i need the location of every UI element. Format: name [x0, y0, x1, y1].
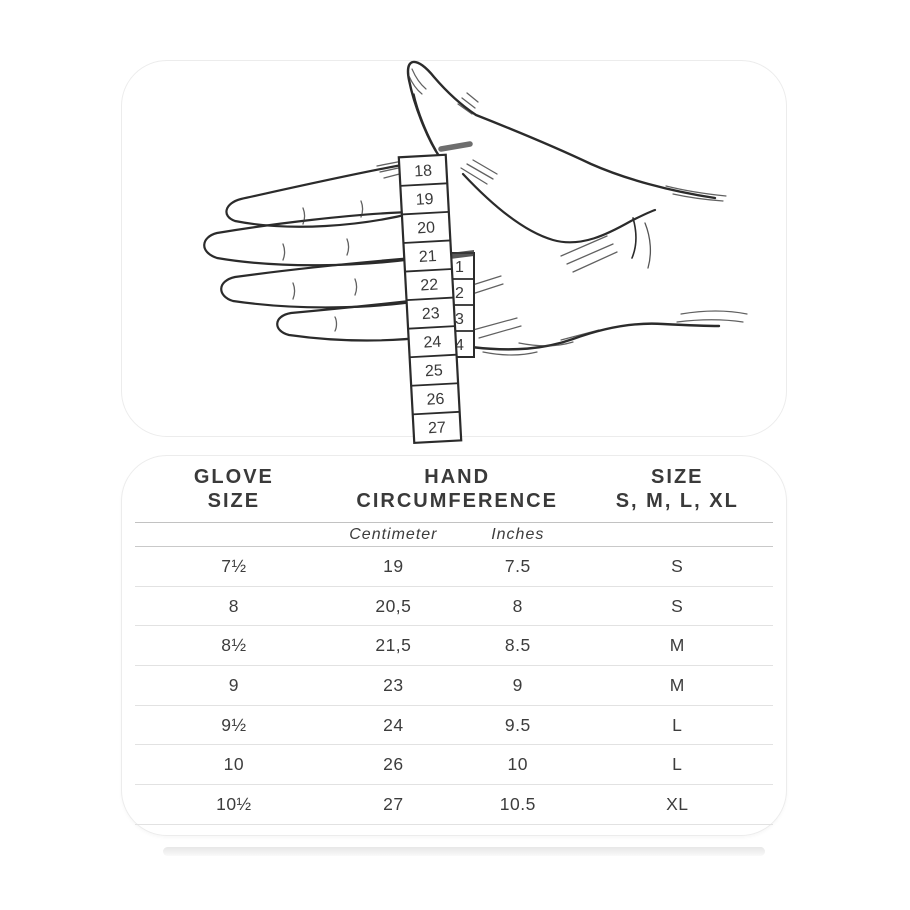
table-row: 7½ 19 7.5 S — [135, 547, 773, 587]
header-glove-line1: GLOVE — [193, 465, 274, 488]
palm-hatch-upper — [560, 235, 618, 273]
cell-inches: 9 — [512, 674, 523, 695]
cell-centimeter: 23 — [383, 674, 404, 695]
cell-inches: 7.5 — [504, 555, 531, 576]
side-tape-number: 4 — [455, 337, 464, 354]
measuring-tape: 18 19 20 21 22 23 24 25 26 27 — [397, 153, 463, 445]
size-chart-table: GLOVE SIZE HAND CIRCUMFERENCE SIZE S, M,… — [135, 456, 773, 825]
header-hand-circumference: HAND CIRCUMFERENCE — [333, 466, 582, 513]
table-row: 9½ 24 9.5 L — [135, 706, 773, 746]
side-tape-smudge — [450, 250, 474, 259]
next-card-edge — [163, 847, 765, 856]
cell-centimeter: 19 — [383, 555, 404, 576]
header-hand-line1: HAND — [424, 465, 491, 488]
tape-number: 21 — [418, 248, 437, 266]
side-tape-number: 3 — [455, 311, 464, 328]
tape-cell-lines — [399, 182, 461, 416]
wrist-crease — [631, 217, 637, 259]
cell-centimeter: 24 — [383, 714, 404, 735]
finger-pinky-outline — [276, 298, 429, 342]
header-size: SIZE S, M, L, XL — [582, 466, 773, 513]
tape-number: 20 — [417, 219, 436, 237]
cell-size: L — [672, 754, 683, 775]
header-size-line2: S, M, L, XL — [615, 489, 739, 512]
cell-size: XL — [666, 793, 689, 814]
cell-centimeter: 20,5 — [375, 595, 412, 616]
cell-glove-size: 7½ — [221, 555, 247, 576]
cell-glove-size: 8 — [228, 595, 239, 616]
thumb-crease-hatch — [457, 92, 479, 115]
tape-number: 26 — [426, 391, 445, 409]
cell-centimeter: 26 — [383, 754, 404, 775]
cell-size: S — [671, 555, 684, 576]
side-tape-number: 2 — [455, 285, 464, 302]
cell-size: S — [671, 595, 684, 616]
table-subheader-row: Centimeter Inches — [135, 523, 773, 547]
header-size-line1: SIZE — [651, 465, 704, 488]
finger-index-outline — [225, 161, 415, 228]
cell-centimeter: 21,5 — [375, 635, 412, 656]
cell-inches: 8 — [512, 595, 523, 616]
tape-number: 18 — [414, 163, 433, 181]
cell-inches: 10 — [507, 754, 529, 775]
cell-glove-size: 8½ — [221, 635, 247, 656]
table-row: 10 26 10 L — [135, 745, 773, 786]
tape-number: 24 — [423, 334, 442, 352]
table-header-row: GLOVE SIZE HAND CIRCUMFERENCE SIZE S, M,… — [135, 456, 773, 523]
cell-size: M — [669, 674, 685, 695]
thumb-web-curve — [461, 172, 657, 244]
cell-glove-size: 10 — [223, 754, 245, 775]
cell-centimeter: 27 — [383, 793, 404, 814]
tape-number: 23 — [421, 305, 440, 323]
thumb-outline — [406, 60, 717, 200]
thumb-inner-line — [413, 93, 437, 151]
thenar-hatch — [460, 159, 498, 185]
cell-inches: 9.5 — [504, 714, 531, 735]
tape-number: 22 — [420, 277, 439, 295]
thumb-base-smudge — [438, 141, 473, 152]
table-row: 8½ 21,5 8.5 M — [135, 626, 773, 667]
palm-bottom-outline — [469, 322, 721, 351]
cell-glove-size: 9 — [228, 674, 239, 695]
tape-numbers: 18 19 20 21 22 23 24 25 26 27 — [414, 163, 447, 438]
tape-number: 25 — [425, 362, 444, 380]
knuckle-creases — [282, 200, 364, 332]
table-row: 8 20,5 8 S — [135, 587, 773, 627]
subheader-centimeter: Centimeter — [349, 525, 438, 543]
side-tape-number: 1 — [455, 259, 464, 276]
thumbnail-stroke — [408, 68, 427, 95]
wrist-bottom-hatch — [676, 310, 748, 323]
tape-number: 19 — [415, 191, 434, 209]
hand-measuring-tape-illustration: 1 2 3 4 1 — [203, 60, 748, 445]
table-row: 9 23 9 M — [135, 666, 773, 706]
cell-size: L — [672, 714, 683, 735]
wrist-crease-2 — [644, 222, 652, 269]
cell-inches: 10.5 — [499, 793, 536, 814]
tape-number: 27 — [428, 419, 447, 437]
table-row: 10½ 27 10.5 XL — [135, 785, 773, 825]
cell-size: M — [669, 635, 685, 656]
header-glove-size: GLOVE SIZE — [135, 466, 333, 513]
header-glove-line2: SIZE — [207, 489, 261, 512]
cell-glove-size: 9½ — [221, 714, 247, 735]
hand-line-art — [203, 60, 748, 356]
cell-inches: 8.5 — [504, 635, 531, 656]
cell-glove-size: 10½ — [216, 793, 252, 814]
palm-bottom-hatch — [482, 341, 574, 356]
hand-illustration-card: 1 2 3 4 1 — [121, 60, 787, 445]
size-chart-card: GLOVE SIZE HAND CIRCUMFERENCE SIZE S, M,… — [121, 455, 787, 836]
subheader-inches: Inches — [491, 525, 545, 543]
wrist-top-hatch — [665, 185, 727, 202]
header-hand-line2: CIRCUMFERENCE — [356, 489, 558, 512]
